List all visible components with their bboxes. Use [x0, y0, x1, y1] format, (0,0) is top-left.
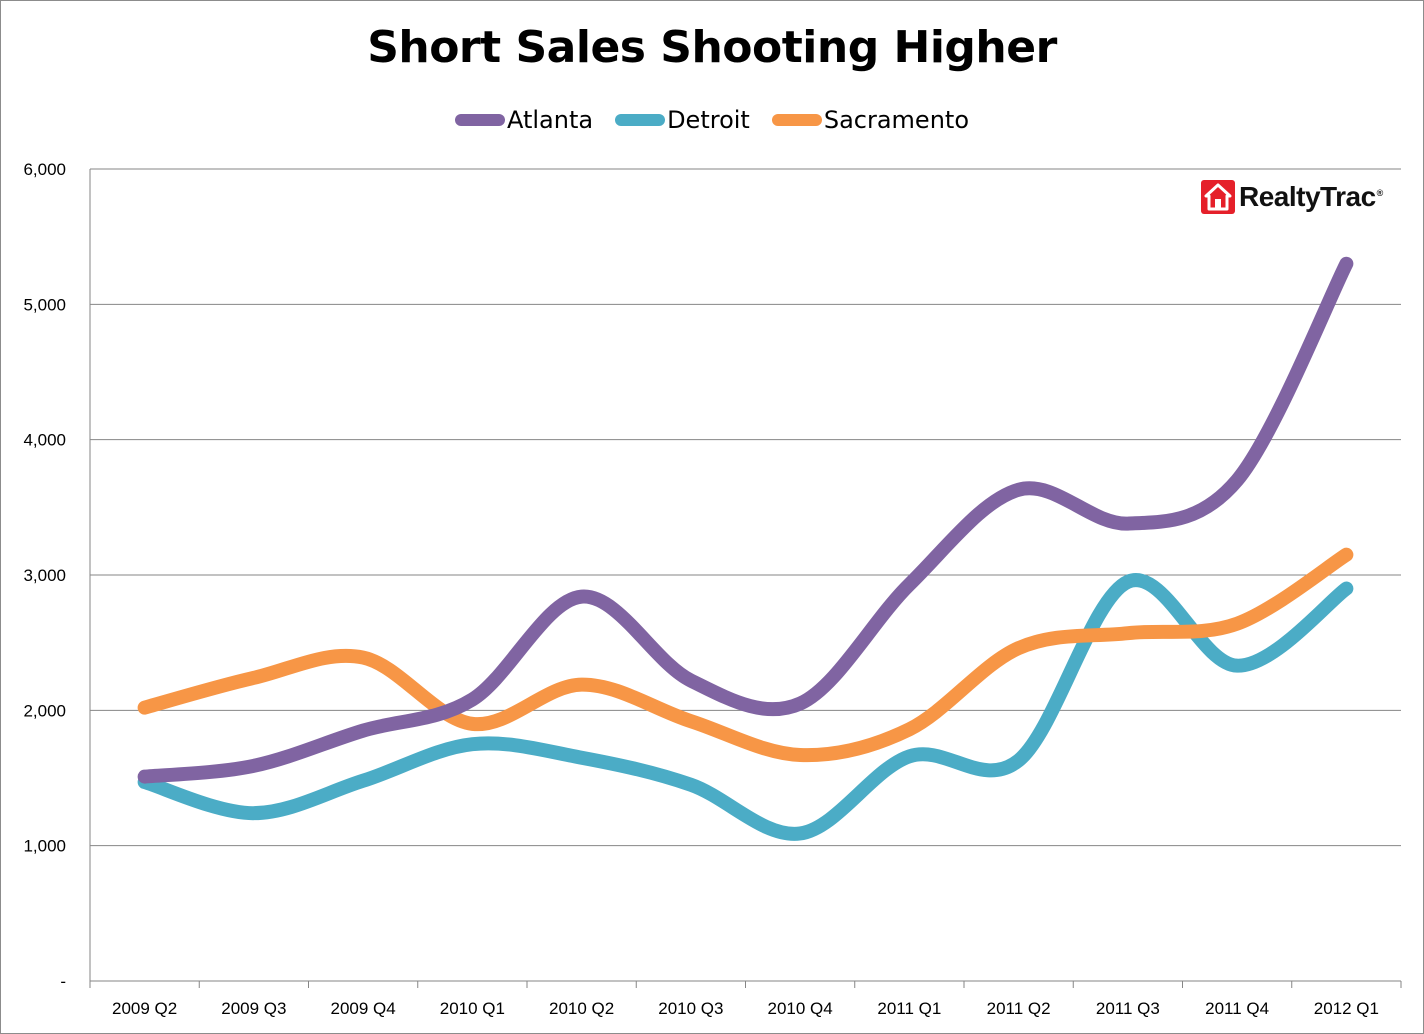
data-point-sacramento: [1018, 648, 1019, 649]
x-tick-label: 2009 Q2: [112, 999, 177, 1018]
legend-swatch: [771, 114, 822, 126]
logo-text: RealtyTrac®: [1239, 181, 1383, 212]
x-tick-label: 2010 Q2: [549, 999, 614, 1018]
legend-swatch: [615, 114, 666, 126]
data-point-atlanta: [1018, 489, 1019, 490]
x-tick-label: 2012 Q1: [1314, 999, 1379, 1018]
data-point-atlanta: [253, 765, 254, 766]
data-point-detroit: [1346, 588, 1347, 589]
data-point-atlanta: [1237, 480, 1238, 481]
data-point-detroit: [581, 757, 582, 758]
data-point-atlanta: [363, 730, 364, 731]
data-point-atlanta: [581, 596, 582, 597]
data-point-sacramento: [1237, 623, 1238, 624]
legend-label: Sacramento: [823, 106, 970, 134]
y-tick-label: 1,000: [23, 837, 66, 856]
data-point-detroit: [472, 744, 473, 745]
x-tick-label: 2011 Q4: [1205, 999, 1269, 1018]
x-tick-label: 2010 Q1: [440, 999, 505, 1018]
x-tick-label: 2010 Q4: [768, 999, 833, 1018]
data-point-detroit: [1127, 581, 1128, 582]
data-point-atlanta: [690, 680, 691, 681]
data-point-atlanta: [800, 703, 801, 704]
data-point-detroit: [690, 784, 691, 785]
data-point-detroit: [800, 833, 801, 834]
legend-item-atlanta: Atlanta: [454, 106, 594, 134]
data-point-detroit: [1237, 665, 1238, 666]
x-tick-label: 2011 Q3: [1096, 999, 1160, 1018]
x-tick-label: 2011 Q2: [987, 999, 1051, 1018]
data-point-sacramento: [253, 677, 254, 678]
data-point-detroit: [363, 780, 364, 781]
house-icon: [1201, 180, 1235, 214]
legend-item-detroit: Detroit: [615, 106, 750, 134]
realtytrac-logo: RealtyTrac®: [1201, 180, 1383, 214]
data-point-atlanta: [1346, 263, 1347, 264]
data-point-sacramento: [1127, 633, 1128, 634]
data-point-sacramento: [581, 684, 582, 685]
legend-swatch: [454, 114, 505, 126]
data-point-sacramento: [472, 723, 473, 724]
y-tick-label: 5,000: [23, 295, 66, 314]
x-tick-label: 2010 Q3: [658, 999, 723, 1018]
data-point-detroit: [1018, 760, 1019, 761]
x-tick-label: 2009 Q4: [331, 999, 396, 1018]
series-line-atlanta: [137, 256, 1354, 784]
y-tick-label: 3,000: [23, 566, 66, 585]
legend-label: Atlanta: [506, 106, 594, 134]
data-point-atlanta: [1127, 523, 1128, 524]
data-point-sacramento: [363, 657, 364, 658]
chart-title: Short Sales Shooting Higher: [367, 22, 1057, 73]
data-point-sacramento: [144, 707, 145, 708]
legend-label: Detroit: [667, 106, 750, 134]
data-point-sacramento: [909, 729, 910, 730]
data-point-atlanta: [472, 699, 473, 700]
x-tick-label: 2011 Q1: [877, 999, 941, 1018]
series-line-sacramento: [137, 547, 1354, 763]
data-point-detroit: [253, 813, 254, 814]
data-point-atlanta: [909, 584, 910, 585]
data-point-sacramento: [690, 721, 691, 722]
data-point-sacramento: [1346, 554, 1347, 555]
data-point-detroit: [909, 756, 910, 757]
data-point-sacramento: [800, 754, 801, 755]
x-tick-label: 2009 Q3: [221, 999, 286, 1018]
y-tick-label: 6,000: [23, 160, 66, 179]
y-tick-label: 2,000: [23, 701, 66, 720]
data-point-atlanta: [144, 776, 145, 777]
legend-item-sacramento: Sacramento: [771, 106, 970, 134]
y-tick-label: -: [60, 972, 66, 991]
series-line-detroit: [137, 573, 1354, 841]
y-tick-label: 4,000: [23, 431, 66, 450]
legend: Atlanta Detroit Sacramento: [0, 106, 1424, 134]
